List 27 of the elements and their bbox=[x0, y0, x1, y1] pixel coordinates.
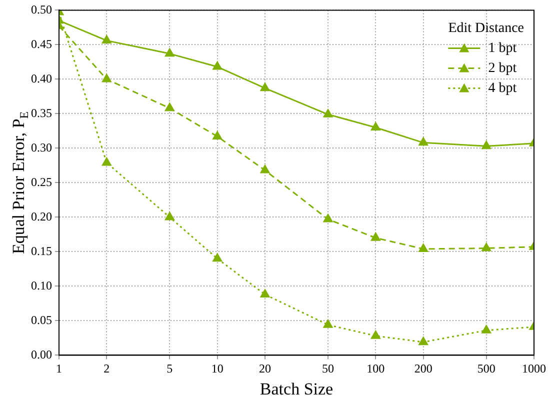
legend-label: 4 bpt bbox=[488, 80, 517, 96]
y-tick-label: 0.35 bbox=[31, 106, 52, 120]
x-tick-label: 20 bbox=[258, 362, 271, 376]
x-tick-label: 200 bbox=[414, 362, 432, 376]
y-tick-label: 0.45 bbox=[31, 36, 52, 51]
x-tick-label: 1000 bbox=[522, 362, 546, 376]
x-tick-label: 5 bbox=[166, 362, 173, 376]
y-tick-label: 0.40 bbox=[31, 71, 52, 86]
x-tick-label: 10 bbox=[211, 362, 224, 376]
y-tick-label: 0.30 bbox=[31, 140, 52, 154]
x-tick-label: 50 bbox=[322, 362, 334, 376]
x-tick-label: 2 bbox=[104, 362, 110, 376]
x-tick-label: 100 bbox=[366, 362, 385, 376]
y-tick-label: 0.05 bbox=[31, 312, 52, 327]
legend-label: 2 bpt bbox=[488, 60, 517, 76]
y-tick-label: 0.00 bbox=[31, 347, 52, 362]
y-tick-label: 0.50 bbox=[31, 2, 52, 16]
x-tick-label: 500 bbox=[477, 362, 496, 376]
y-tick-label: 0.20 bbox=[31, 209, 52, 224]
y-tick-label: 0.25 bbox=[31, 174, 52, 189]
y-tick-label: 0.10 bbox=[31, 278, 52, 292]
legend-title: Edit Distance bbox=[448, 20, 524, 36]
x-axis-title: Batch Size bbox=[260, 379, 334, 398]
y-axis-title: Equal Prior Error, PE bbox=[9, 111, 31, 254]
x-tick-label: 1 bbox=[56, 362, 62, 376]
y-tick-label: 0.15 bbox=[31, 244, 52, 258]
legend-label: 1 bpt bbox=[488, 40, 517, 56]
